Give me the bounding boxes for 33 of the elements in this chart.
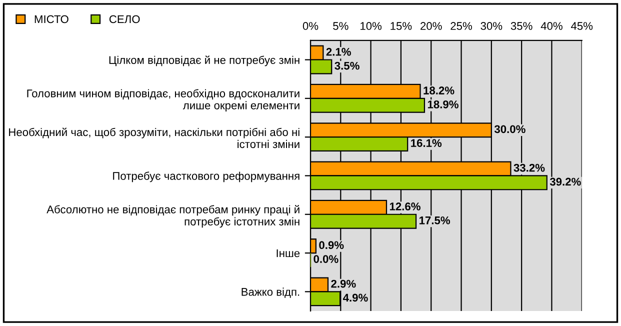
x-tick-label: 45% — [571, 22, 593, 30]
x-tick-label: 15% — [390, 22, 412, 30]
y-tick-label: Необхідний час, щоб зрозуміти, наскільки потрібні або ні істотні зміни — [9, 128, 300, 148]
data-label: 0.9% — [319, 241, 344, 250]
data-label: 17.5% — [420, 216, 450, 224]
x-tick-label: 25% — [450, 22, 472, 30]
x-tick-label: 40% — [540, 22, 562, 30]
data-label: 16.1% — [411, 139, 442, 147]
legend-label: СЕЛО — [109, 15, 140, 24]
data-label: 12.6% — [390, 202, 420, 210]
x-tick-label: 20% — [420, 22, 442, 30]
y-tick-label: Важко відп. — [242, 288, 300, 298]
y-tick-label: Абсолютно не відповідає потребам ринку праці й потребує істотних змін — [46, 205, 300, 228]
x-tick-label: 0% — [302, 22, 318, 30]
data-label: 2.1% — [326, 48, 351, 56]
x-tick-label: 30% — [480, 22, 502, 30]
legend-label: МІСТО — [34, 15, 68, 24]
data-label: 18.2% — [424, 86, 454, 94]
x-tick-label: 35% — [510, 22, 532, 30]
y-tick-label: Потребує часткового реформування — [113, 172, 300, 182]
data-label: 3.5% — [334, 62, 360, 70]
data-label: 33.2% — [514, 164, 545, 172]
data-label: 2.9% — [331, 280, 356, 288]
y-tick-label: Цілком відповідає й не потребує змін — [109, 56, 300, 66]
x-tick-label: 10% — [360, 22, 382, 30]
y-tick-label: Головним чином відповідає, необхідно вдосконалити лише окремі елементи — [27, 89, 300, 112]
data-label: 4.9% — [342, 294, 368, 302]
data-label: 39.2% — [550, 178, 581, 186]
data-label: 30.0% — [494, 125, 526, 134]
y-tick-label: Інше — [276, 249, 300, 258]
data-label: 0.0% — [314, 255, 338, 263]
data-label: 18.9% — [428, 100, 458, 108]
x-tick-label: 5% — [333, 22, 348, 30]
